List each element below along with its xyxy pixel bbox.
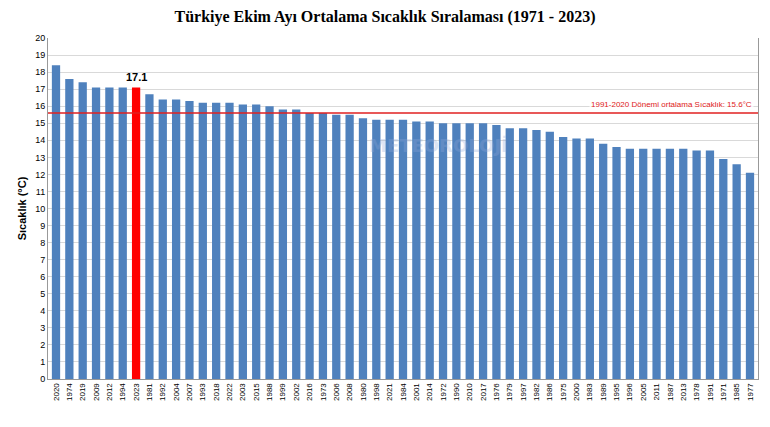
- svg-text:1986: 1986: [545, 383, 554, 401]
- svg-text:1982: 1982: [532, 383, 541, 401]
- svg-text:2001: 2001: [412, 383, 421, 401]
- svg-text:1983: 1983: [585, 383, 594, 401]
- svg-text:2004: 2004: [172, 383, 181, 401]
- svg-text:2003: 2003: [238, 383, 247, 401]
- svg-text:2012: 2012: [105, 383, 114, 401]
- svg-text:2021: 2021: [385, 383, 394, 401]
- svg-text:1991: 1991: [706, 383, 715, 401]
- svg-text:12: 12: [35, 170, 45, 180]
- svg-text:16: 16: [35, 101, 45, 111]
- svg-text:2009: 2009: [92, 383, 101, 401]
- svg-text:1999: 1999: [278, 383, 287, 401]
- svg-text:2016: 2016: [305, 383, 314, 401]
- svg-text:1996: 1996: [625, 383, 634, 401]
- svg-text:2019: 2019: [78, 383, 87, 401]
- svg-text:2013: 2013: [679, 383, 688, 401]
- svg-text:2: 2: [40, 340, 45, 350]
- svg-text:9: 9: [40, 221, 45, 231]
- svg-text:1989: 1989: [599, 383, 608, 401]
- svg-text:1976: 1976: [492, 383, 501, 401]
- svg-text:1972: 1972: [439, 383, 448, 401]
- svg-text:1: 1: [40, 357, 45, 367]
- svg-text:1998: 1998: [372, 383, 381, 401]
- svg-text:13: 13: [35, 153, 45, 163]
- svg-text:1991-2020 Dönemi ortalama Sıca: 1991-2020 Dönemi ortalama Sıcaklık: 15.6…: [591, 100, 752, 109]
- svg-text:18: 18: [35, 67, 45, 77]
- svg-text:Sıcaklık (°C): Sıcaklık (°C): [16, 176, 28, 240]
- svg-text:2007: 2007: [185, 383, 194, 401]
- svg-text:1990: 1990: [452, 383, 461, 401]
- svg-text:2008: 2008: [345, 383, 354, 401]
- svg-text:2010: 2010: [465, 383, 474, 401]
- svg-text:2015: 2015: [252, 383, 261, 401]
- svg-text:7: 7: [40, 255, 45, 265]
- svg-text:0: 0: [40, 374, 45, 384]
- svg-text:4: 4: [40, 306, 45, 316]
- svg-text:2017: 2017: [479, 383, 488, 401]
- svg-text:2005: 2005: [639, 383, 648, 401]
- svg-text:14: 14: [35, 135, 45, 145]
- svg-text:20: 20: [35, 33, 45, 43]
- svg-text:2002: 2002: [292, 383, 301, 401]
- svg-text:15: 15: [35, 118, 45, 128]
- svg-text:2014: 2014: [425, 383, 434, 401]
- svg-text:1997: 1997: [519, 383, 528, 401]
- svg-text:1980: 1980: [359, 383, 368, 401]
- svg-text:1975: 1975: [559, 383, 568, 401]
- svg-text:17: 17: [35, 84, 45, 94]
- svg-text:1995: 1995: [612, 383, 621, 401]
- svg-text:1984: 1984: [399, 383, 408, 401]
- svg-text:5: 5: [40, 289, 45, 299]
- svg-text:1988: 1988: [265, 383, 274, 401]
- svg-text:Türkiye Ekim Ayı Ortalama Sıca: Türkiye Ekim Ayı Ortalama Sıcaklık Sıral…: [174, 8, 595, 26]
- svg-text:1992: 1992: [158, 383, 167, 401]
- svg-text:1994: 1994: [118, 383, 127, 401]
- svg-text:2022: 2022: [225, 383, 234, 401]
- svg-text:19: 19: [35, 50, 45, 60]
- svg-text:17.1: 17.1: [126, 71, 147, 83]
- svg-text:2006: 2006: [332, 383, 341, 401]
- svg-text:1971: 1971: [719, 383, 728, 401]
- svg-text:1987: 1987: [666, 383, 675, 401]
- svg-text:METEOROLOJİ: METEOROLOJİ: [369, 135, 508, 156]
- svg-text:8: 8: [40, 238, 45, 248]
- svg-text:2020: 2020: [52, 383, 61, 401]
- svg-text:6: 6: [40, 272, 45, 282]
- svg-text:1993: 1993: [198, 383, 207, 401]
- svg-text:1978: 1978: [692, 383, 701, 401]
- svg-text:10: 10: [35, 204, 45, 214]
- svg-text:2000: 2000: [572, 383, 581, 401]
- svg-text:2023: 2023: [132, 383, 141, 401]
- svg-text:2018: 2018: [212, 383, 221, 401]
- svg-text:11: 11: [36, 187, 45, 197]
- svg-text:3: 3: [40, 323, 45, 333]
- svg-text:1979: 1979: [505, 383, 514, 401]
- svg-text:1981: 1981: [145, 383, 154, 401]
- svg-text:1973: 1973: [319, 383, 328, 401]
- svg-text:1985: 1985: [732, 383, 741, 401]
- svg-text:2011: 2011: [652, 383, 661, 401]
- svg-text:1974: 1974: [65, 383, 74, 401]
- svg-text:1977: 1977: [746, 383, 755, 401]
